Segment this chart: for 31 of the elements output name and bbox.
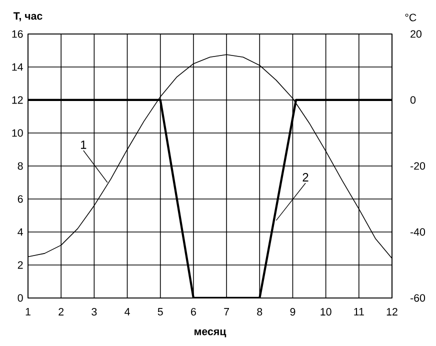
x-tick-label: 8: [257, 308, 262, 316]
y-tick-label: 4: [18, 228, 23, 236]
y2-tick-label: -20: [410, 162, 426, 170]
annotation: 2: [302, 173, 308, 182]
x-tick-label: 1: [26, 308, 30, 316]
y-axis-title: T, час: [13, 12, 42, 22]
y-tick-label: 10: [12, 129, 23, 137]
y2-axis-title: °C: [405, 14, 416, 22]
y-tick-label: 16: [12, 30, 23, 38]
x-tick-label: 7: [224, 308, 229, 316]
y-tick-label: 6: [18, 195, 23, 203]
x-tick-label: 4: [124, 308, 130, 316]
y-tick-label: 2: [18, 261, 23, 269]
x-tick-label: 5: [158, 308, 163, 316]
y-tick-label: 0: [18, 294, 23, 302]
x-tick-label: 11: [354, 308, 364, 316]
y-tick-label: 14: [12, 63, 23, 71]
y2-tick-label: 20: [410, 30, 422, 38]
x-tick-label: 10: [320, 308, 332, 316]
y2-tick-label: -40: [410, 228, 426, 236]
x-axis-title: месяц: [194, 329, 226, 338]
x-tick-label: 2: [58, 308, 64, 316]
y-tick-label: 8: [18, 162, 23, 170]
x-tick-label: 12: [386, 308, 398, 316]
annotation: 1: [81, 140, 86, 149]
x-tick-label: 6: [191, 308, 196, 316]
y-tick-label: 12: [12, 96, 23, 104]
x-tick-label: 9: [290, 308, 296, 316]
x-tick-label: 3: [92, 308, 97, 316]
y2-tick-label: 0: [410, 96, 416, 104]
y2-tick-label: -60: [410, 294, 426, 302]
